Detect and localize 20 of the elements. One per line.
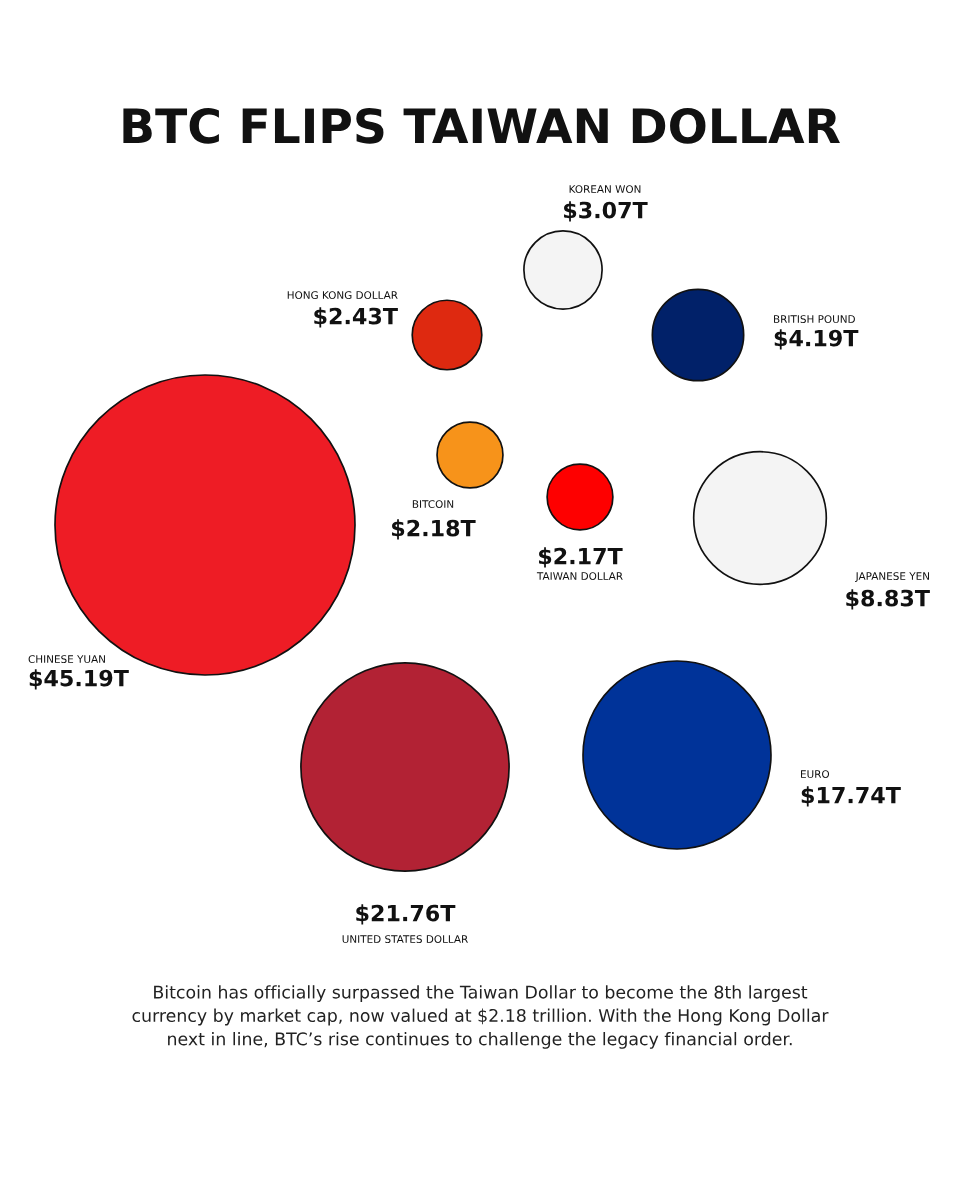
category-label: HONG KONG DOLLAR [287,291,398,300]
data-label: $3.07T [564,201,648,222]
category-label: CHINESE YUAN [28,655,105,664]
text: Bitcoin has officially surpassed the Taiwan Dollar to become the 8th largest currency by market cap, now valued at $2.18 trillion. With the Hong Kong Dollar next in line, BTC’s rise continues to challenge the legacy financial order. [132,985,829,1049]
data-label: $45.19T [29,669,129,690]
data-label: $21.76T [356,904,456,925]
data-label: $2.18T [392,519,476,540]
data-label: $2.17T [539,547,623,568]
data-label: $8.83T [846,589,930,610]
data-label: $17.74T [801,786,901,807]
category-label: UNITED STATES DOLLAR [342,935,468,944]
category-label: EURO [801,770,830,779]
data-label: $4.19T [774,329,859,350]
category-label: BRITISH POUND [774,315,855,324]
data-label: $2.43T [314,307,398,328]
category-label: TAIWAN DOLLAR [536,572,623,581]
category-label: BITCOIN [412,500,454,509]
category-label: JAPANESE YEN [855,572,929,582]
text: BTC FLIPS TAIWAN DOLLAR [123,107,840,144]
category-label: KOREAN WON [569,185,641,194]
